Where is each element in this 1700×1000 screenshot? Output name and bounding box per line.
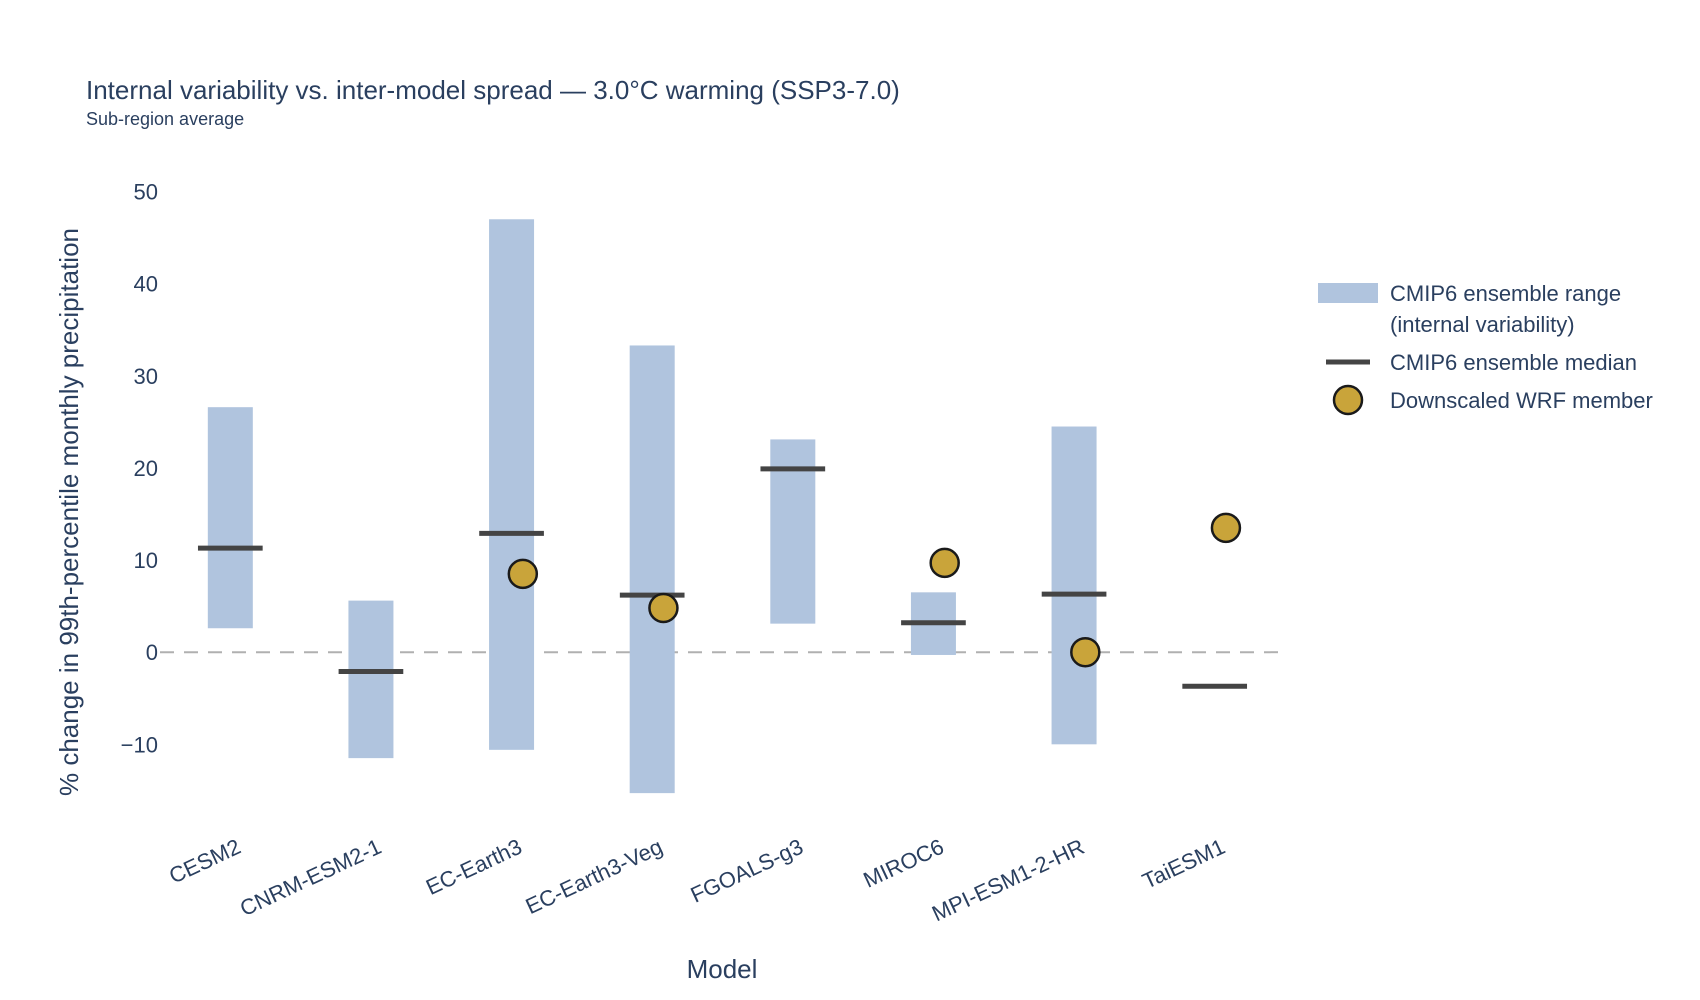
wrf-point [507,558,539,590]
y-tick-label: 0 [146,640,158,665]
y-tick-label: 20 [134,456,158,481]
range-bar [489,219,535,750]
legend-swatch-point [1332,384,1364,416]
x-tick-label: FGOALS-g3 [687,834,807,908]
legend-item: CMIP6 ensemble range (internal variabilit… [1318,281,1621,337]
legend-swatch-range [1318,283,1378,303]
wrf-point [1070,636,1101,668]
median-markers [197,466,1248,689]
x-tick-label: TaiESM1 [1138,834,1228,894]
wrf-points [507,512,1242,668]
wrf-point [648,592,679,624]
wrf-point [1210,512,1242,544]
wrf-point [929,547,960,579]
legend-label: CMIP6 ensemble range [1390,281,1621,306]
chart-title: Internal variability vs. inter-model spr… [86,75,900,105]
x-axis-title: Model [687,954,758,984]
x-tick-label: CESM2 [165,834,244,889]
x-tick-label: EC-Earth3-Veg [522,834,667,919]
y-tick-label: −10 [121,732,158,757]
legend-label: (internal variability) [1390,312,1575,337]
legend-label: Downscaled WRF member [1390,388,1653,413]
legend: CMIP6 ensemble range (internal variabilit… [1318,281,1653,416]
x-tick-label: CNRM-ESM2-1 [236,834,385,921]
chart-subtitle: Sub-region average [86,109,244,129]
range-bar [1051,426,1097,745]
y-tick-label: 40 [134,272,158,297]
y-tick-label: 50 [134,180,158,205]
legend-item: CMIP6 ensemble median [1326,350,1637,375]
range-bar [348,600,394,759]
x-tick-label: EC-Earth3 [422,834,526,900]
range-bars [207,219,1097,794]
y-tick-label: 10 [134,548,158,573]
legend-label: CMIP6 ensemble median [1390,350,1637,375]
y-tick-label: 30 [134,364,158,389]
x-tick-label: MIROC6 [859,834,947,893]
y-axis-title: % change in 99th-percentile monthly prec… [54,228,84,796]
legend-item: Downscaled WRF member [1332,384,1653,416]
range-bar [629,345,675,794]
range-bar [207,407,253,629]
x-tick-label: MPI-ESM1-2-HR [928,834,1088,926]
y-axis: −10 0 10 20 30 40 50 [121,180,158,758]
